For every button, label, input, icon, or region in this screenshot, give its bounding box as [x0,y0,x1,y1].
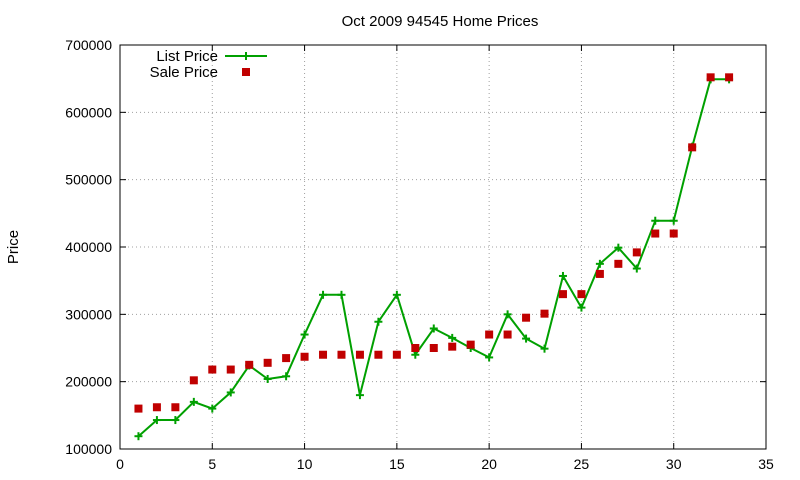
list-price-point [429,324,438,333]
sale-price-point [558,290,567,299]
sale-price-point [152,403,161,412]
x-tick-label: 0 [116,456,124,472]
sale-price-point [485,330,494,339]
y-axis-title: Price [5,230,22,264]
sale-price-point [245,360,254,369]
sale-price-point [189,376,198,385]
sale-price-point [651,229,660,238]
sale-price-point [134,404,143,413]
list-price-point [651,216,660,225]
list-price-point [319,290,328,299]
list-price-point [263,374,272,383]
list-price-point [355,391,364,400]
list-price-point [208,404,217,413]
sale-price-point [355,350,364,359]
sale-price-point [429,344,438,352]
x-tick-label: 5 [208,456,216,472]
axis-ticks [119,44,767,450]
list-price-point [448,333,457,342]
legend-swatch-sale-price [242,68,250,76]
y-tick-label: 300000 [65,306,112,322]
list-price-point [577,303,586,312]
y-tick-label: 200000 [65,374,112,390]
legend: List Price Sale Price [150,48,267,81]
list-price-point [282,372,291,381]
legend-label-list-price: List Price [156,48,218,65]
sale-price-point [669,229,678,238]
list-price-point [152,416,161,425]
sale-price-point [319,350,328,359]
x-tick-label: 25 [574,456,590,472]
sale-price-point [632,248,641,257]
y-tick-label: 100000 [65,441,112,457]
list-price-point [632,264,641,273]
list-price-point [485,353,494,362]
x-tick-label: 30 [666,456,682,472]
list-price-point [374,317,383,326]
y-tick-label: 600000 [65,104,112,120]
list-price-point [226,388,235,397]
sale-price-point [226,365,235,374]
sale-price-point [448,342,457,351]
sale-price-point [263,358,272,367]
list-price-point [411,350,420,359]
chart-title: Oct 2009 94545 Home Prices [342,13,539,30]
sale-price-point [614,259,623,268]
sale-price-point [595,269,604,278]
y-tick-label: 700000 [65,37,112,53]
legend-label-sale-price: Sale Price [150,64,218,81]
sale-price-point [411,344,420,352]
sale-price-point [300,352,309,361]
y-tick-label: 500000 [65,172,112,188]
sale-price-point [337,350,346,359]
grid-lines [120,45,766,449]
list-price-point [595,259,604,268]
list-price-point [134,432,143,441]
list-price-point [669,216,678,225]
sale-price-point [540,309,549,318]
sale-price-point [392,350,401,359]
list-price-point [337,290,346,299]
sale-price-point [706,73,715,82]
x-tick-label: 35 [758,456,774,472]
list-price-point [614,243,623,252]
list-price-point [392,290,401,299]
tick-labels: 0 5 10 15 20 25 30 35 100000 200000 300000 400000 50… [65,37,774,472]
list-price-point [300,330,309,339]
list-price-point [171,416,180,425]
sale-price-point [466,340,475,349]
list-price-point [189,397,198,406]
x-tick-label: 20 [481,456,497,472]
sale-price-point [577,290,586,299]
list-price-point [522,334,531,343]
sale-price-point [503,330,512,339]
sale-price-point [522,313,531,322]
list-price-point [503,310,512,319]
sale-price-point [688,143,697,152]
sale-price-point [171,403,180,412]
list-price-point [558,271,567,280]
sale-price-point [282,354,291,363]
sale-price-point [208,365,217,374]
series-layer [134,73,734,441]
x-tick-label: 10 [297,456,313,472]
x-tick-label: 15 [389,456,405,472]
sale-price-point [725,73,734,82]
list-price-point [540,344,549,353]
sale-price-point [374,350,383,359]
y-tick-label: 400000 [65,239,112,255]
